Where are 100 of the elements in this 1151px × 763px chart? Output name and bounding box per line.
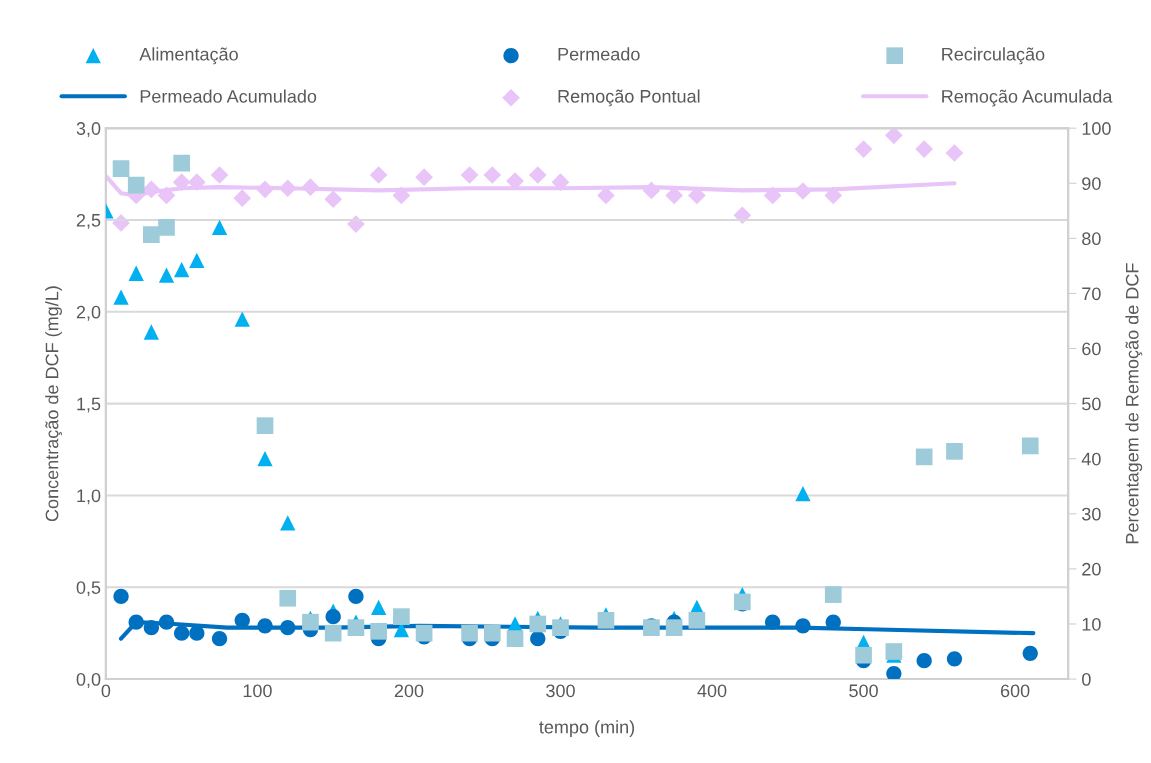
point <box>552 619 569 636</box>
y2-tick-label: 50 <box>1082 397 1101 411</box>
point <box>112 160 130 177</box>
y2-tick-label: 100 <box>1082 122 1111 135</box>
point <box>483 166 502 184</box>
point <box>885 643 903 660</box>
point <box>529 615 547 633</box>
legend-label: Alimentação <box>139 47 238 65</box>
point <box>795 618 811 634</box>
x-tick-label: 400 <box>697 684 727 698</box>
point <box>1022 645 1038 661</box>
point <box>795 485 811 502</box>
point <box>946 651 963 667</box>
point <box>142 180 161 199</box>
point <box>280 515 296 531</box>
x-axis-title: tempo (min) <box>539 720 635 738</box>
point <box>916 653 932 669</box>
y2-tick-label: 20 <box>1082 562 1101 576</box>
point <box>530 631 546 647</box>
point <box>143 226 160 244</box>
legend-label: Permeado <box>558 47 640 61</box>
y-tick-label: 0,0 <box>76 673 101 688</box>
point <box>794 182 812 200</box>
point <box>415 168 433 187</box>
x-tick-label: 500 <box>849 684 878 698</box>
y-tick-label: 3,0 <box>76 122 101 138</box>
point <box>189 252 205 269</box>
point <box>158 614 175 630</box>
point <box>143 324 159 340</box>
point <box>393 608 410 625</box>
legend-label: Remoção Acumulada <box>942 89 1113 107</box>
point <box>301 178 320 196</box>
point <box>113 289 129 305</box>
point <box>174 261 190 278</box>
point <box>211 219 228 235</box>
point <box>234 612 250 628</box>
y-tick-label: 0,5 <box>76 581 101 597</box>
point <box>371 599 387 616</box>
x-tick-label: 600 <box>1000 684 1030 698</box>
point <box>189 625 205 641</box>
point <box>256 180 274 199</box>
point <box>945 144 964 162</box>
point <box>128 265 144 281</box>
y-tick-label: 1,5 <box>77 397 101 413</box>
point <box>173 154 190 172</box>
point <box>528 166 547 184</box>
point <box>324 624 342 642</box>
point <box>642 181 661 200</box>
point <box>158 219 175 236</box>
point <box>113 588 129 605</box>
x-tick-label: 300 <box>546 684 575 698</box>
point <box>370 622 387 640</box>
y2-tick-label: 40 <box>1081 452 1101 466</box>
point <box>174 625 190 641</box>
point <box>824 186 843 205</box>
point <box>257 451 273 467</box>
y2-tick-label: 30 <box>1082 507 1101 521</box>
x-tick-label: 200 <box>394 684 424 698</box>
point <box>348 588 364 605</box>
legend-label: Recirculação <box>942 47 1045 65</box>
point <box>688 611 706 629</box>
point <box>324 190 343 209</box>
point <box>855 646 872 664</box>
y2-axis-title: Percentagem de Remoção de DCF <box>1125 263 1143 544</box>
point <box>765 614 781 630</box>
point <box>1021 437 1039 455</box>
point <box>257 618 273 634</box>
point <box>233 189 252 207</box>
point <box>325 609 341 625</box>
point <box>347 619 365 636</box>
point <box>915 140 934 158</box>
point <box>415 624 433 642</box>
point <box>461 624 478 642</box>
point <box>665 619 683 636</box>
point <box>157 186 176 205</box>
point <box>211 631 228 647</box>
y-tick-label: 1,0 <box>77 489 101 505</box>
point <box>172 173 191 192</box>
y-axis-title: Concentração de DCF (mg/L) <box>45 286 63 522</box>
point <box>143 620 159 636</box>
point <box>127 176 145 194</box>
point <box>256 417 274 434</box>
point <box>946 443 963 460</box>
point <box>187 173 206 192</box>
y2-tick-label: 80 <box>1082 232 1101 246</box>
y-tick-label: 2,5 <box>76 213 101 229</box>
point <box>279 589 297 607</box>
y2-tick-label: 70 <box>1082 287 1101 301</box>
y2-tick-label: 0 <box>1082 673 1091 686</box>
x-tick-label: 0 <box>101 684 111 698</box>
point <box>392 186 411 205</box>
point <box>369 166 388 184</box>
point <box>886 665 902 680</box>
y2-tick-label: 60 <box>1082 342 1101 356</box>
legend-label: Permeado Acumulado <box>140 89 317 103</box>
point <box>506 630 524 648</box>
point <box>128 614 144 630</box>
point <box>280 620 296 636</box>
x-tick-label: 100 <box>243 684 272 698</box>
point <box>597 611 615 629</box>
